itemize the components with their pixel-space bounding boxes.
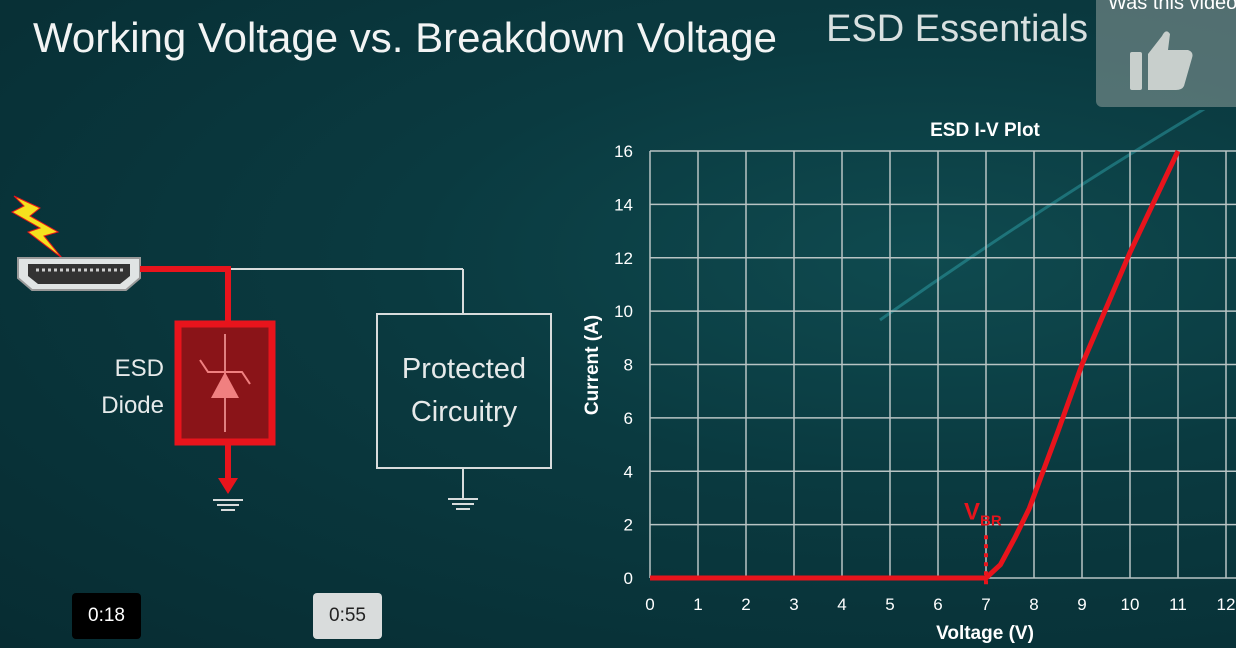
iv-curve-series	[650, 149, 1181, 581]
esd-circuit-diagram	[10, 195, 552, 511]
y-tick-label: 8	[624, 356, 633, 375]
lightning-icon	[10, 195, 63, 259]
x-tick-label: 7	[981, 595, 990, 614]
x-tick-label: 6	[933, 595, 942, 614]
y-tick-label: 14	[614, 195, 633, 214]
feedback-question: Was this video	[1108, 0, 1236, 14]
ground-icon	[213, 499, 243, 511]
iv-chart: ESD I-V Plot 0 1 2 3 4 5 6 7 8 9 10 11 1202468101214…	[582, 110, 1236, 644]
x-tick-label: 9	[1077, 595, 1086, 614]
circuit-label-line2: Circuitry	[410, 396, 518, 428]
circuit-label-line1: Protected	[401, 353, 527, 385]
slide-title: Working Voltage vs. Breakdown Voltage	[33, 14, 778, 61]
arrow-down-icon	[218, 478, 238, 494]
preview-time-tooltip: 0:55	[313, 593, 382, 639]
x-tick-label: 10	[1121, 595, 1140, 614]
y-tick-label: 6	[624, 409, 633, 428]
x-tick-label: 11	[1169, 595, 1187, 614]
esd-diode-label: ESD Diode	[88, 350, 164, 424]
x-tick-label: 8	[1029, 595, 1038, 614]
diode-label-line2: Diode	[101, 392, 164, 419]
y-tick-label: 2	[624, 516, 633, 535]
x-tick-label: 0	[645, 595, 654, 614]
chart-title: ESD I-V Plot	[930, 120, 1040, 141]
feedback-overlay[interactable]: Was this video	[1096, 0, 1236, 107]
x-tick-label: 12	[1217, 595, 1236, 614]
diode-label-line1: ESD	[114, 355, 164, 382]
y-tick-label: 0	[624, 569, 633, 588]
vbr-main: V	[964, 498, 980, 525]
ground-icon	[448, 498, 478, 510]
vbr-subscript: BR	[980, 512, 1002, 529]
vbr-annotation: VBR	[964, 498, 1002, 529]
y-tick-label: 10	[614, 302, 633, 321]
x-tick-label: 1	[693, 595, 702, 614]
y-tick-label: 16	[614, 142, 633, 161]
y-tick-label: 4	[624, 462, 633, 481]
y-tick-label: 12	[614, 249, 633, 268]
protected-circuitry-box	[376, 313, 552, 469]
x-axis-label: Voltage (V)	[936, 623, 1034, 644]
x-tick-label: 3	[789, 595, 798, 614]
x-tick-label: 5	[885, 595, 894, 614]
x-tick-label: 2	[741, 595, 750, 614]
brand-title: ESD Essentials	[826, 8, 1088, 50]
tvs-diode-icon	[199, 334, 251, 432]
y-axis-label: Current (A)	[582, 315, 603, 415]
hover-time-tooltip: 0:18	[72, 593, 141, 639]
protected-circuitry-label: Protected Circuitry	[377, 314, 551, 468]
hdmi-connector-icon	[17, 257, 141, 291]
thumbs-up-icon[interactable]	[1126, 28, 1196, 92]
x-tick-label: 4	[837, 595, 846, 614]
